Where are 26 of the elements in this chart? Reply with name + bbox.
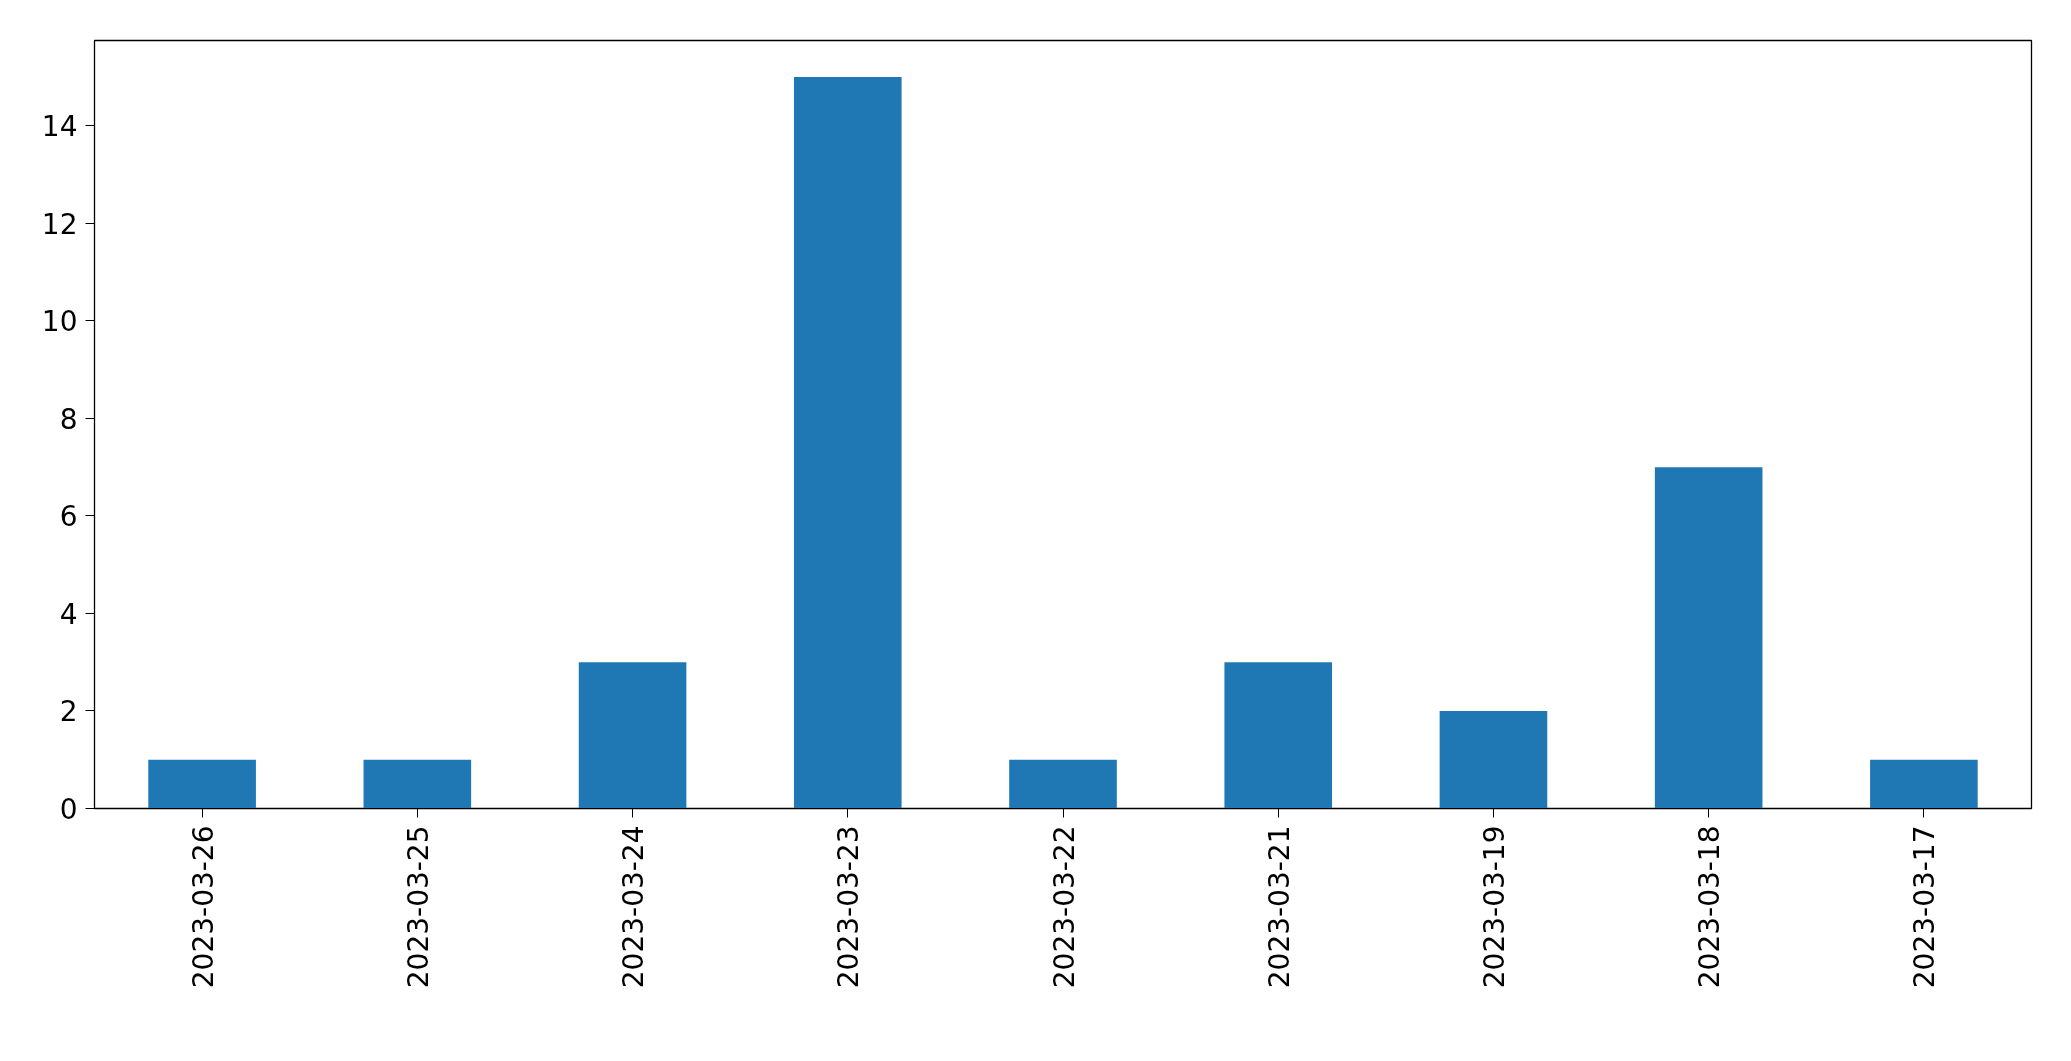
bar xyxy=(1009,759,1117,809)
y-tick-label: 8 xyxy=(59,402,78,436)
y-tick-label: 4 xyxy=(59,597,78,631)
x-tick-label: 2023-03-17 xyxy=(1908,825,1942,989)
y-tick-label: 6 xyxy=(59,500,78,534)
y-tick-label: 2 xyxy=(59,695,78,729)
x-tick-label: 2023-03-18 xyxy=(1693,825,1727,989)
bar xyxy=(1224,662,1333,809)
y-tick-label: 0 xyxy=(59,793,78,826)
y-tick-label: 10 xyxy=(41,305,78,339)
x-tick-label: 2023-03-19 xyxy=(1477,825,1511,989)
x-tick-label: 2023-03-22 xyxy=(1047,825,1081,989)
y-tick-label: 12 xyxy=(41,207,78,241)
bar xyxy=(1654,467,1763,809)
x-tick-label: 2023-03-24 xyxy=(617,825,651,989)
x-tick-label: 2023-03-23 xyxy=(832,825,866,989)
bar xyxy=(793,77,902,809)
x-tick-label: 2023-03-25 xyxy=(401,825,435,989)
x-tick-label: 2023-03-21 xyxy=(1262,825,1296,989)
x-tick-label: 2023-03-26 xyxy=(186,825,220,989)
bar xyxy=(363,759,472,809)
y-tick-label: 14 xyxy=(41,110,78,144)
bar xyxy=(578,662,687,809)
bar xyxy=(148,759,256,809)
bar xyxy=(1870,759,1978,809)
bar xyxy=(1439,710,1548,809)
